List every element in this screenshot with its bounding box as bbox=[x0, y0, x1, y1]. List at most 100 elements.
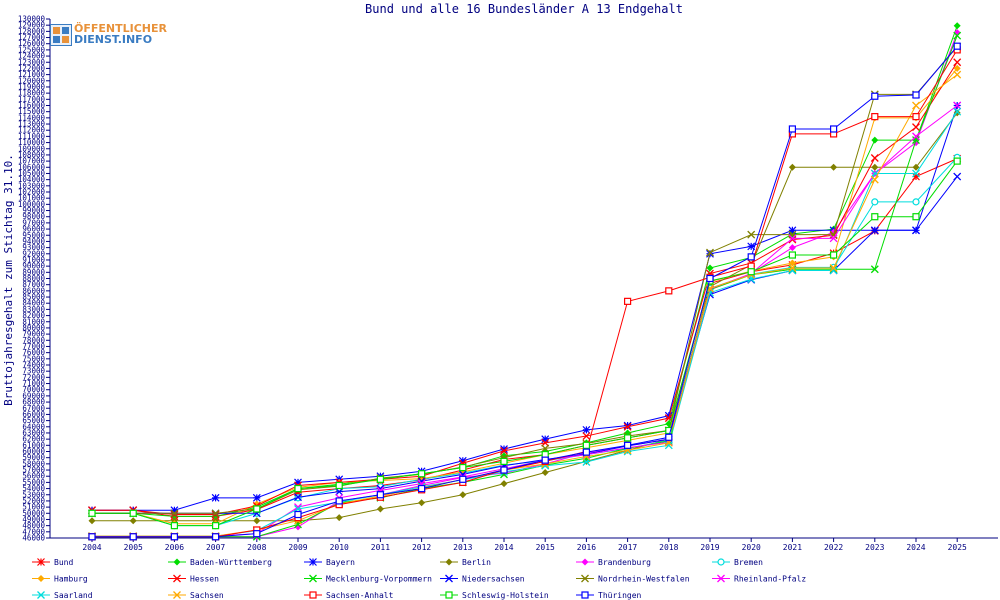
data-point bbox=[912, 91, 920, 99]
y-tick-label: 65000 bbox=[22, 416, 45, 425]
data-point bbox=[953, 31, 962, 40]
data-point bbox=[953, 58, 962, 67]
x-tick-label: 2006 bbox=[165, 543, 184, 552]
series-14 bbox=[88, 46, 961, 541]
legend-marker bbox=[445, 558, 453, 566]
logo-line-1: ÖFFENTLICHER bbox=[74, 22, 167, 35]
site-logo[interactable]: ÖFFENTLICHER DIENST.INFO bbox=[50, 22, 167, 47]
data-point bbox=[500, 480, 508, 488]
data-point bbox=[88, 509, 96, 517]
data-point bbox=[294, 503, 302, 512]
x-tick-label: 2025 bbox=[948, 543, 967, 552]
y-tick-label: 80000 bbox=[22, 323, 45, 332]
series-line bbox=[92, 25, 958, 517]
data-point bbox=[912, 169, 920, 178]
y-tick-label: 102000 bbox=[18, 188, 46, 197]
legend-label: Niedersachsen bbox=[462, 575, 525, 584]
data-point bbox=[871, 198, 879, 206]
legend-marker bbox=[445, 591, 453, 599]
y-tick-label: 122000 bbox=[18, 64, 46, 73]
data-point bbox=[170, 522, 178, 530]
legend-label: Brandenburg bbox=[598, 558, 651, 567]
data-point bbox=[829, 264, 838, 272]
y-tick-label: 117000 bbox=[18, 95, 46, 104]
data-point bbox=[582, 425, 591, 434]
data-point bbox=[953, 64, 961, 72]
data-point bbox=[294, 493, 302, 502]
x-tick-label: 2008 bbox=[247, 543, 266, 552]
data-point bbox=[788, 125, 797, 133]
y-tick-label: 91000 bbox=[22, 255, 45, 264]
data-point bbox=[212, 533, 220, 541]
legend-label: Bayern bbox=[326, 558, 355, 567]
data-point bbox=[912, 172, 920, 181]
y-tick-label: 108000 bbox=[18, 150, 46, 159]
legend-label: Thüringen bbox=[598, 591, 642, 600]
y-tick-label: 114000 bbox=[18, 113, 46, 122]
data-point bbox=[747, 230, 756, 239]
y-tick-label: 112000 bbox=[18, 126, 46, 135]
legend-item: Brandenburg bbox=[576, 558, 651, 567]
y-tick-label: 74000 bbox=[22, 361, 45, 370]
data-point bbox=[541, 469, 549, 477]
y-tick-label: 116000 bbox=[18, 101, 46, 110]
legend-marker bbox=[445, 574, 453, 583]
y-tick-label: 72000 bbox=[22, 373, 45, 382]
legend-marker bbox=[37, 558, 45, 566]
series-line bbox=[92, 46, 958, 514]
legend-item: Rheinland-Pfalz bbox=[712, 575, 806, 584]
data-point bbox=[500, 446, 508, 455]
y-tick-label: 55000 bbox=[22, 478, 45, 487]
x-tick-label: 2017 bbox=[618, 543, 637, 552]
legend-label: Bund bbox=[54, 558, 73, 567]
y-tick-label: 123000 bbox=[18, 58, 46, 67]
legend-marker bbox=[37, 575, 45, 582]
data-point bbox=[665, 433, 673, 441]
legend-item: Saarland bbox=[32, 591, 93, 600]
legend-item: Berlin bbox=[440, 558, 491, 567]
y-tick-label: 66000 bbox=[22, 410, 45, 419]
data-point bbox=[788, 265, 797, 274]
data-point bbox=[912, 132, 920, 141]
data-point bbox=[788, 230, 797, 239]
series-lines bbox=[88, 22, 962, 541]
data-point bbox=[788, 163, 796, 171]
y-tick-label: 46000 bbox=[22, 534, 45, 543]
legend-item: Bremen bbox=[712, 558, 763, 567]
data-point bbox=[294, 478, 302, 487]
y-tick-label: 129000 bbox=[18, 21, 46, 30]
data-point bbox=[335, 514, 343, 522]
data-point bbox=[912, 163, 920, 171]
series-line bbox=[92, 112, 958, 522]
logo-line-2: DIENST.INFO bbox=[74, 33, 153, 46]
y-tick-label: 63000 bbox=[22, 428, 45, 437]
y-tick-label: 128000 bbox=[18, 27, 46, 36]
x-tick-label: 2022 bbox=[824, 543, 843, 552]
data-point bbox=[830, 163, 838, 171]
y-tick-label: 77000 bbox=[22, 342, 45, 351]
data-point bbox=[788, 264, 797, 272]
data-point bbox=[871, 92, 879, 100]
data-point bbox=[459, 491, 467, 499]
y-tick-label: 105000 bbox=[18, 169, 46, 178]
data-point bbox=[294, 520, 302, 529]
y-tick-label: 73000 bbox=[22, 367, 45, 376]
y-tick-label: 95000 bbox=[22, 231, 45, 240]
y-tick-label: 115000 bbox=[18, 107, 46, 116]
legend-item: Schleswig-Holstein bbox=[440, 591, 549, 600]
legend-item: Nordrhein-Westfalen bbox=[576, 575, 690, 584]
legend-marker bbox=[717, 558, 725, 566]
y-tick-label: 90000 bbox=[22, 262, 45, 271]
series-line bbox=[92, 49, 958, 538]
data-point bbox=[953, 157, 961, 165]
data-point bbox=[953, 172, 962, 181]
y-tick-label: 125000 bbox=[18, 45, 46, 54]
data-point bbox=[211, 510, 220, 519]
series-line bbox=[92, 111, 958, 537]
data-point bbox=[623, 434, 632, 442]
y-tick-label: 89000 bbox=[22, 268, 45, 277]
y-tick-label: 99000 bbox=[22, 206, 45, 215]
data-point bbox=[623, 297, 632, 305]
data-point bbox=[912, 198, 920, 206]
series-16 bbox=[88, 42, 961, 541]
